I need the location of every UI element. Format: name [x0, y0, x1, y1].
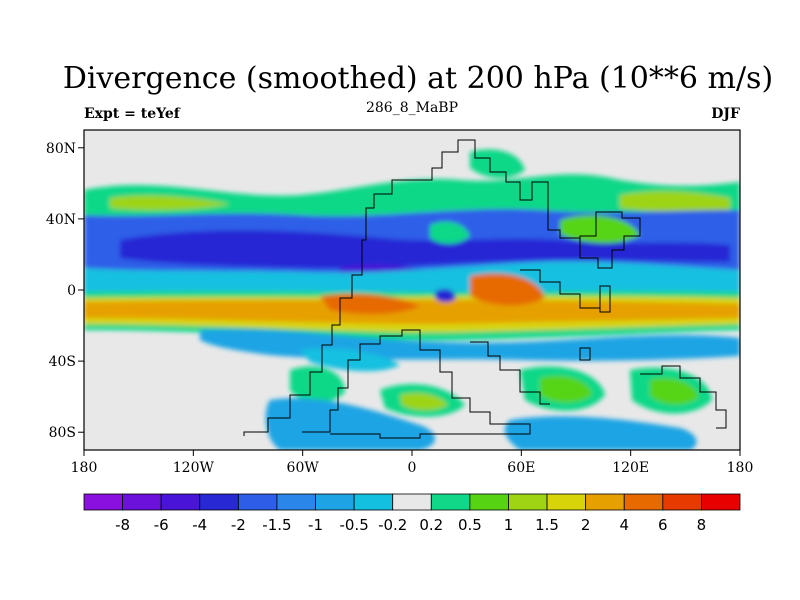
colorbar-label: -1 — [308, 516, 323, 534]
blob-south-2-core — [540, 375, 592, 403]
colorbar-label: 6 — [658, 516, 668, 534]
y-tick-label: 40S — [49, 354, 76, 370]
colorbar-swatch — [315, 493, 355, 511]
period-label: 286_8_MaBP — [366, 100, 458, 116]
colorbar-label: -0.2 — [378, 516, 407, 534]
colorbar-label: 0.2 — [419, 516, 443, 534]
season-label: DJF — [711, 106, 740, 122]
colorbar: -8 -6 -4 -2 -1.5 -1 -0.5 -0.2 0.2 0.5 1 1.5 2 4 6 8 — [83, 493, 741, 534]
colorbar-swatch — [546, 493, 587, 511]
colorbar-swatch — [623, 493, 664, 511]
colorbar-label: 0.5 — [458, 516, 482, 534]
x-tick-label: 60E — [507, 460, 535, 476]
chart-title: Divergence (smoothed) at 200 hPa (10**6 … — [63, 61, 773, 96]
colorbar-swatch — [701, 493, 741, 511]
y-tick-label: 80S — [49, 425, 76, 441]
colorbar-swatch — [237, 493, 278, 511]
y-tick-label: 40N — [46, 212, 76, 228]
colorbar-swatch — [276, 493, 316, 511]
colorbar-label: -2 — [231, 516, 246, 534]
coastline-outline — [243, 139, 727, 439]
blob-equator-neg — [435, 289, 456, 303]
x-tick-label: 180 — [727, 460, 754, 476]
x-axis: 180 120W 60W 0 60E 120E 180 — [71, 450, 754, 476]
band-nh-positive — [84, 174, 740, 217]
colorbar-label: 8 — [697, 516, 707, 534]
colorbar-label: -6 — [154, 516, 169, 534]
x-tick-label: 60W — [287, 460, 320, 476]
y-tick-label: 80N — [46, 141, 76, 157]
blob-south-5 — [504, 416, 697, 450]
x-tick-label: 180 — [71, 460, 98, 476]
experiment-label: Expt = teYef — [84, 106, 181, 122]
blob-southwest — [265, 398, 435, 450]
colorbar-swatch — [662, 493, 702, 511]
colorbar-swatch — [430, 493, 471, 511]
colorbar-swatch — [469, 493, 509, 511]
band-nh-positive-core — [620, 191, 730, 213]
blob-south-3-core — [650, 378, 698, 405]
blob-north-top — [470, 149, 525, 179]
x-tick-label: 120E — [612, 460, 649, 476]
colorbar-label: -8 — [115, 516, 130, 534]
band-eq-fringe — [84, 261, 740, 292]
band-nh-negative-core — [120, 230, 730, 269]
colorbar-label: -1.5 — [262, 516, 291, 534]
band-sh-positive-peak2 — [470, 273, 545, 306]
y-axis: 80N 40N 0 40S 80S — [46, 141, 84, 441]
colorbar-label: 1 — [504, 516, 514, 534]
colorbar-label: 2 — [581, 516, 591, 534]
y-tick-label: 0 — [67, 283, 76, 299]
colorbar-label: -0.5 — [339, 516, 368, 534]
map-field — [84, 130, 740, 450]
x-tick-label: 0 — [408, 460, 417, 476]
band-nh-positive-core-west — [110, 195, 230, 211]
colorbar-swatch — [83, 493, 123, 511]
colorbar-swatch — [392, 493, 432, 511]
colorbar-swatch — [160, 493, 201, 511]
colorbar-label: 1.5 — [535, 516, 559, 534]
colorbar-label: 4 — [619, 516, 629, 534]
x-tick-label: 120W — [173, 460, 215, 476]
band-sh-positive-peak — [320, 293, 420, 315]
colorbar-swatch — [199, 493, 239, 511]
colorbar-swatch — [508, 493, 548, 511]
blob-north-atlantic — [430, 221, 470, 244]
colorbar-swatch — [585, 493, 625, 511]
colorbar-swatch — [122, 493, 162, 511]
colorbar-swatch — [353, 493, 394, 511]
blob-south-4 — [290, 366, 345, 403]
blob-south-1-core — [400, 393, 448, 411]
colorbar-label: -4 — [192, 516, 207, 534]
band-sh-positive-core — [84, 300, 740, 324]
